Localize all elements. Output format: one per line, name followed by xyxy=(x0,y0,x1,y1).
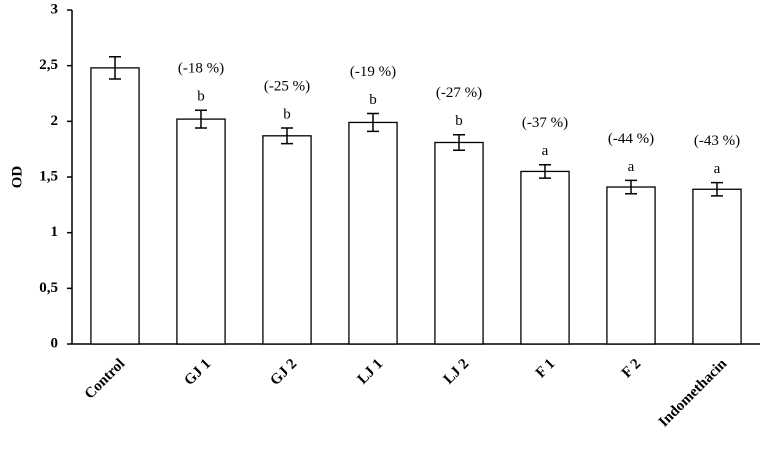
y-axis-label: OD xyxy=(9,166,25,189)
significance-letter: b xyxy=(197,89,205,105)
percent-annotation: (-19 %) xyxy=(350,64,396,80)
significance-letter: b xyxy=(283,106,291,122)
error-bar xyxy=(281,127,293,145)
x-tick-label: LJ 1 xyxy=(355,356,387,388)
x-tick-label: F 1 xyxy=(533,356,558,381)
error-bar xyxy=(539,164,551,179)
bar xyxy=(348,121,398,345)
bar xyxy=(520,170,570,345)
x-tick-label: GJ 1 xyxy=(181,356,214,389)
significance-letter: b xyxy=(369,92,377,108)
x-tick-label: Control xyxy=(82,356,128,402)
percent-annotation: (-18 %) xyxy=(178,61,224,77)
significance-letter: a xyxy=(542,143,549,159)
y-tick-label: 1 xyxy=(51,224,59,240)
y-tick-label: 3 xyxy=(51,1,59,17)
bar xyxy=(90,67,140,345)
y-tick-label: 0,5 xyxy=(39,280,58,296)
bar xyxy=(692,188,742,345)
percent-annotation: (-25 %) xyxy=(264,78,310,94)
bar xyxy=(606,186,656,345)
x-tick-label: Indomethacin xyxy=(656,355,731,430)
percent-annotation: (-44 %) xyxy=(608,131,654,147)
percent-annotation: (-37 %) xyxy=(522,115,568,131)
bar xyxy=(262,135,312,345)
bar xyxy=(434,141,484,345)
error-bar xyxy=(711,181,723,197)
error-bar xyxy=(367,112,379,133)
x-tick-label: F 2 xyxy=(619,356,644,381)
significance-letter: b xyxy=(455,113,463,129)
bar xyxy=(176,118,226,345)
percent-annotation: (-43 %) xyxy=(694,133,740,149)
significance-letter: a xyxy=(628,159,635,175)
y-tick-label: 0 xyxy=(51,335,59,351)
significance-letter: a xyxy=(714,161,721,177)
x-tick-label: LJ 2 xyxy=(441,356,473,388)
error-bar xyxy=(195,109,207,129)
y-tick-label: 2,5 xyxy=(39,57,58,73)
y-tick-label: 2 xyxy=(51,113,59,129)
error-bar xyxy=(109,56,121,80)
error-bar xyxy=(453,133,465,152)
error-bar xyxy=(625,179,637,195)
y-tick-label: 1,5 xyxy=(39,168,58,184)
x-tick-label: GJ 2 xyxy=(267,356,300,389)
percent-annotation: (-27 %) xyxy=(436,85,482,101)
